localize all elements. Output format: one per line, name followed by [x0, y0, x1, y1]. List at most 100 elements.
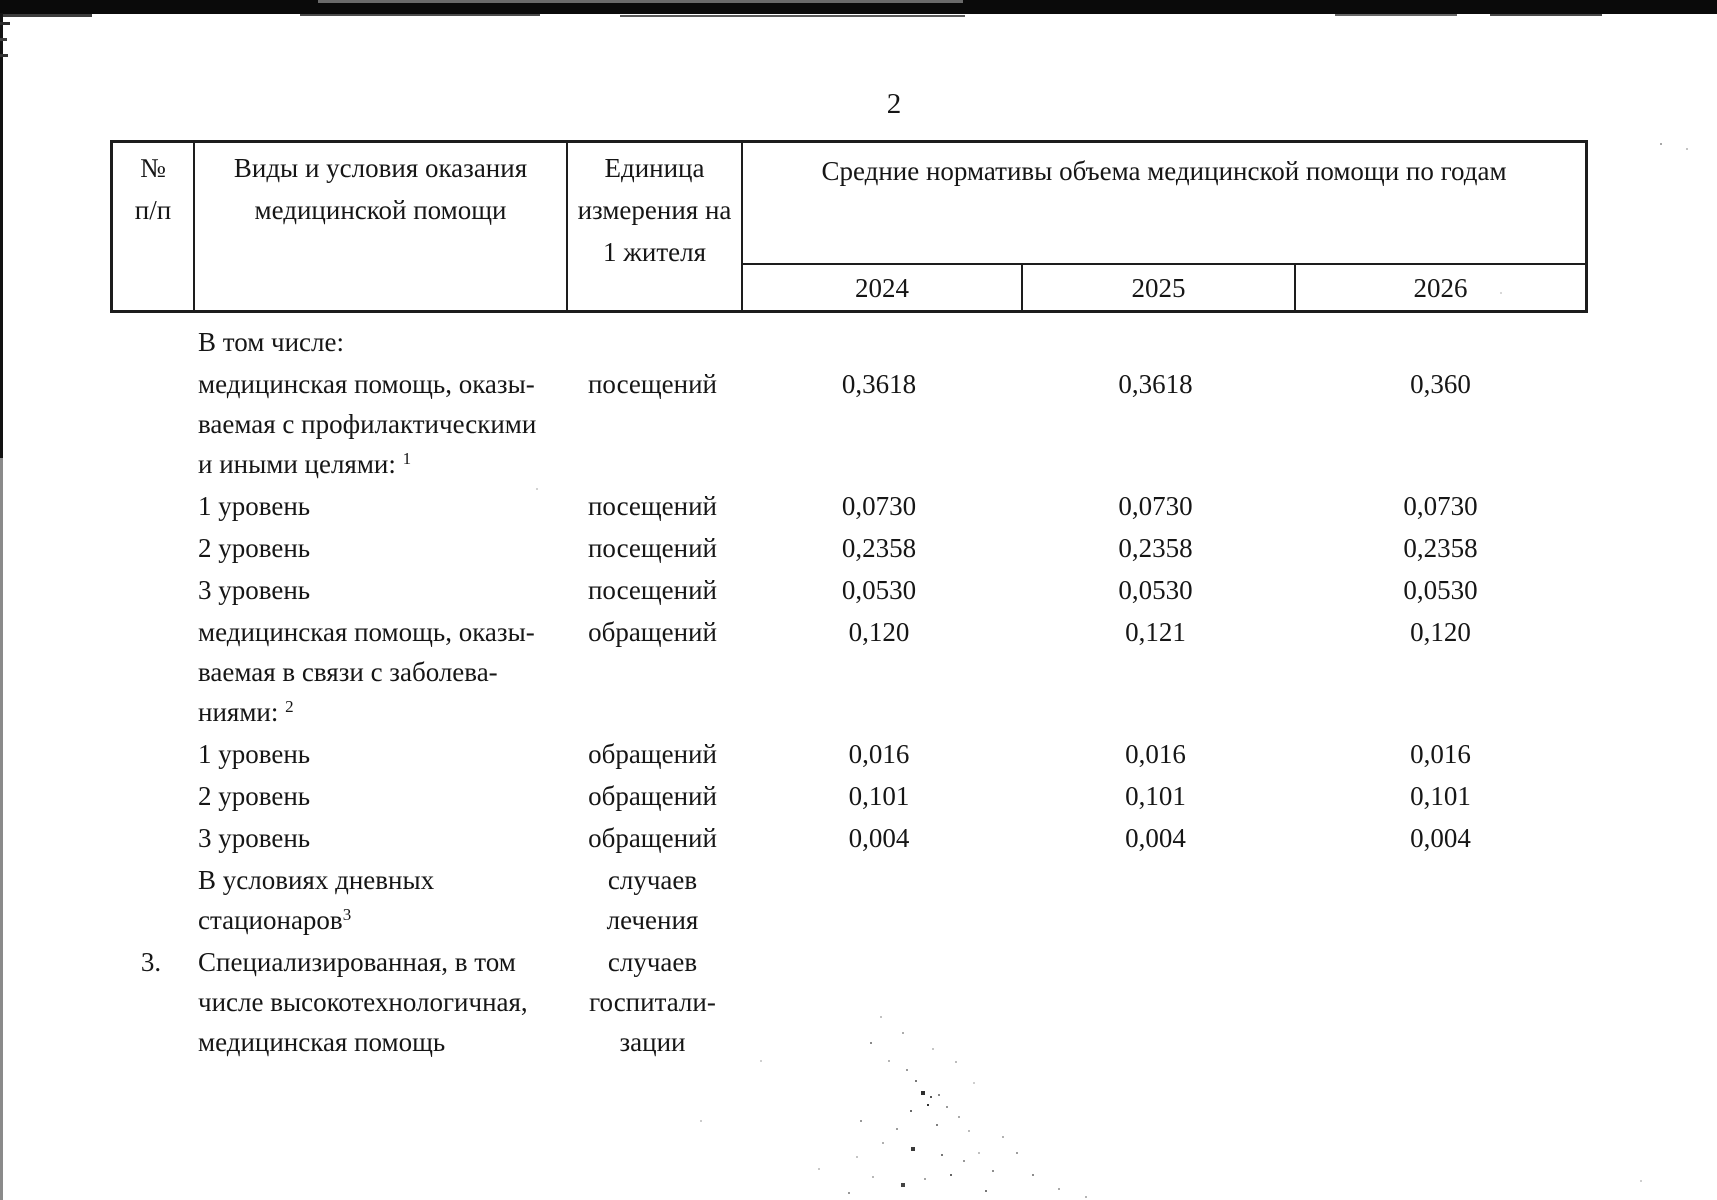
service-type-line: медицинская помощь — [198, 1022, 565, 1062]
scan-artifact-tick — [0, 54, 8, 57]
scan-artifact-left-edge — [0, 13, 3, 458]
value-2026: 0,004 — [1410, 823, 1471, 853]
value-2025: 0,121 — [1125, 617, 1186, 647]
column-header-unit-line: 1 жителя — [602, 237, 707, 267]
unit-cell: посещений — [565, 364, 740, 404]
scan-artifact-fray — [0, 14, 92, 17]
service-type-cell: Специализированная, в том числе высокотех… — [192, 942, 565, 1062]
table-row: 2 уровень обращений 0,101 0,101 0,101 — [110, 776, 1588, 816]
table-row: В том числе: — [110, 322, 1588, 362]
column-header-unit: Единица измерения на 1 жителя — [568, 143, 743, 310]
service-type-text: ваемая с профилактическими — [198, 409, 537, 439]
unit-cell: посещений — [565, 486, 740, 526]
unit-cell: посещений — [565, 528, 740, 568]
unit-cell: обращений — [565, 734, 740, 774]
value-2024: 0,004 — [848, 823, 910, 853]
service-type-text: В условиях дневных — [198, 865, 435, 895]
scan-artifact-tick — [0, 22, 10, 25]
column-header-unit-line: Единица — [604, 153, 705, 183]
service-type-line: 2 уровень — [198, 528, 565, 568]
value-2025: 0,0530 — [1118, 575, 1193, 605]
value-2024: 0,2358 — [841, 533, 917, 563]
column-header-year-2024: 2024 — [855, 273, 909, 303]
service-type-cell: медицинская помощь, оказы-ваемая в связи… — [192, 612, 565, 732]
unit-line: посещений — [587, 533, 718, 563]
scan-artifact-fray — [300, 14, 540, 16]
unit-line: случаев — [607, 865, 698, 895]
service-type-cell: В условиях дневных стационаров3 — [192, 860, 565, 940]
column-header-unit-line: измерения на — [577, 195, 732, 225]
service-type-text: числе высокотехнологичная, — [198, 987, 528, 1017]
value-2024: 0,120 — [848, 617, 910, 647]
value-2026: 0,0730 — [1403, 491, 1478, 521]
service-type-text: 3 уровень — [198, 823, 311, 853]
service-type-text: 1 уровень — [198, 491, 311, 521]
table-row: 3. Специализированная, в том числе высокот… — [110, 942, 1588, 1062]
volume-standards-table-header: № п/п Виды и условия оказания медицинско… — [110, 140, 1588, 313]
service-type-text: стационаров — [198, 905, 343, 935]
service-type-text: 1 уровень — [198, 739, 311, 769]
service-type-text: 2 уровень — [198, 781, 311, 811]
service-type-text: медицинская помощь, оказы- — [198, 369, 535, 399]
column-header-number-line: № — [140, 153, 166, 183]
scan-artifact-fray — [1490, 14, 1602, 16]
table-body: В том числе: медицинская помощь, оказы-ва… — [110, 322, 1588, 1064]
service-type-line: медицинская помощь, оказы- — [198, 612, 565, 652]
table-row: В условиях дневных стационаров3 случаев леч… — [110, 860, 1588, 940]
page-number: 2 — [886, 88, 902, 120]
value-2025: 0,0730 — [1118, 491, 1193, 521]
scan-artifact-tick — [0, 38, 7, 41]
value-2025: 0,004 — [1125, 823, 1186, 853]
value-2024: 0,0730 — [841, 491, 917, 521]
unit-line: зации — [619, 1027, 686, 1057]
column-header-years-group: Средние нормативы объема медицинской пом… — [743, 143, 1585, 265]
service-type-cell: В том числе: — [192, 322, 565, 362]
unit-cell: обращений — [565, 818, 740, 858]
service-type-line: 1 уровень — [198, 486, 565, 526]
service-type-line: стационаров3 — [198, 900, 565, 940]
service-type-cell: 1 уровень — [192, 486, 565, 526]
service-type-text: 2 уровень — [198, 533, 311, 563]
table-row: 1 уровень обращений 0,016 0,016 0,016 — [110, 734, 1588, 774]
value-2026: 0,2358 — [1403, 533, 1478, 563]
unit-line: случаев — [607, 947, 698, 977]
table-row: медицинская помощь, оказы-ваемая с профи… — [110, 364, 1588, 484]
service-type-line: ваемая с профилактическими — [198, 404, 565, 444]
scan-artifact-fray — [1335, 14, 1457, 16]
service-type-text: 3 уровень — [198, 575, 311, 605]
scan-artifact-fray — [620, 15, 965, 17]
table-row: медицинская помощь, оказы-ваемая в связи… — [110, 612, 1588, 732]
value-2026: 0,101 — [1410, 781, 1471, 811]
unit-line: посещений — [587, 491, 718, 521]
service-type-text: ниями: — [198, 697, 286, 727]
service-type-cell: медицинская помощь, оказы-ваемая с профи… — [192, 364, 565, 484]
service-type-line: медицинская помощь, оказы- — [198, 364, 565, 404]
service-type-text: медицинская помощь, оказы- — [198, 617, 535, 647]
service-type-cell: 2 уровень — [192, 528, 565, 568]
unit-cell: посещений — [565, 570, 740, 610]
value-2025: 0,3618 — [1118, 369, 1193, 399]
value-2026: 0,016 — [1410, 739, 1471, 769]
table-row: 1 уровень посещений 0,0730 0,0730 0,0730 — [110, 486, 1588, 526]
unit-line: обращений — [588, 781, 717, 811]
value-2026: 0,120 — [1410, 617, 1471, 647]
service-type-line: В условиях дневных — [198, 860, 565, 900]
table-row: 3 уровень посещений 0,0530 0,0530 0,0530 — [110, 570, 1588, 610]
column-header-year-2025: 2025 — [1021, 265, 1296, 310]
service-type-line: и иными целями: 1 — [198, 444, 565, 484]
scan-artifact-left-edge — [0, 458, 3, 1200]
column-header-service-types-line: Виды и условия оказания — [233, 153, 528, 183]
value-2024: 0,3618 — [841, 369, 917, 399]
service-type-line: 3 уровень — [198, 570, 565, 610]
unit-line: госпитали- — [589, 987, 716, 1017]
value-2026: 0,0530 — [1403, 575, 1478, 605]
unit-line: посещений — [587, 369, 718, 399]
service-type-cell: 3 уровень — [192, 818, 565, 858]
footnote-marker: 2 — [285, 697, 294, 716]
value-2026: 0,360 — [1410, 369, 1471, 399]
scan-artifact-top-band — [0, 0, 1717, 14]
service-type-line: числе высокотехнологичная, — [198, 982, 565, 1022]
service-type-line: 2 уровень — [198, 776, 565, 816]
service-type-text: ваемая в связи с заболева- — [198, 657, 498, 687]
